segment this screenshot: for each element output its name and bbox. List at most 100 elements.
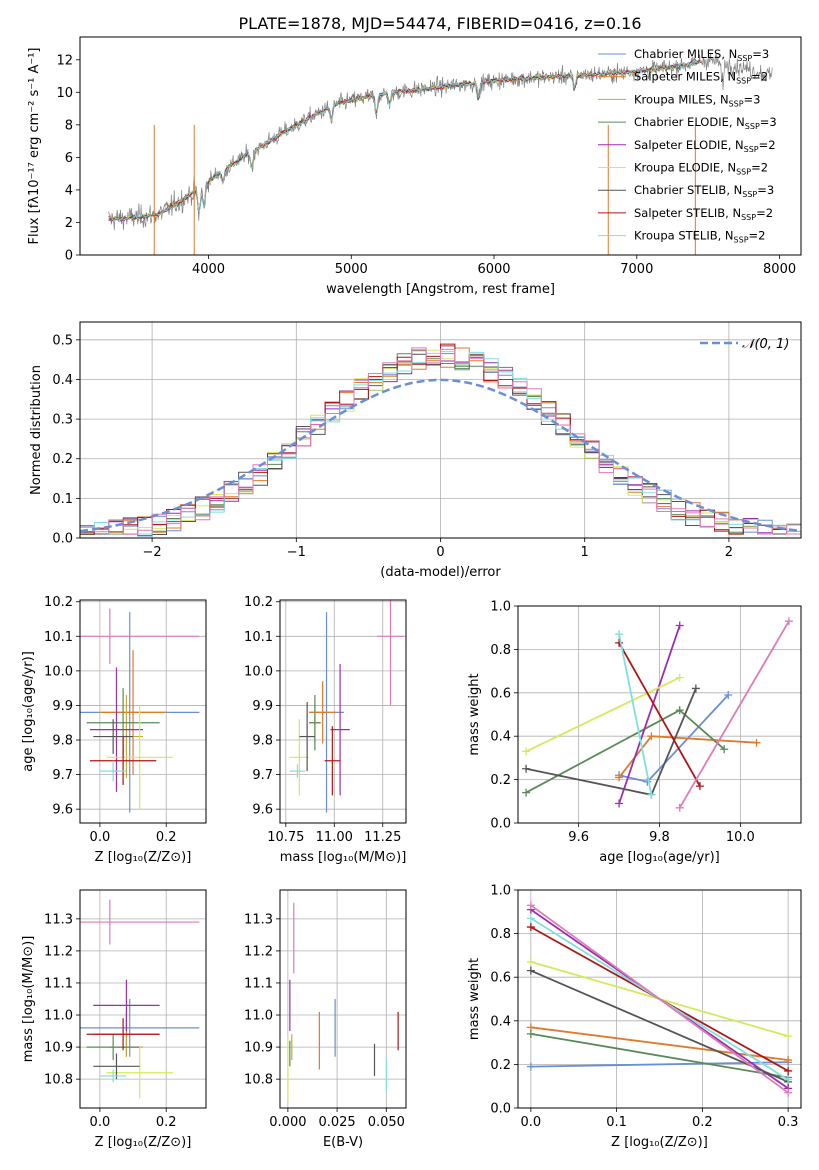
chart-massweight_vs_Z: 0.0 0.1 0.2 0.3 0.0 0.2 0.4 0.6 0.8 1.0 Z [log₁₀(Z…: [467, 884, 802, 1150]
legend-label: Chabrier STELIB, NSSP=3: [634, 183, 774, 199]
x-axis-label: mass [log₁₀(M/M⊙)]: [280, 850, 407, 865]
plot-area: [287, 902, 399, 1102]
legend-label-text: Salpeter STELIB, N: [634, 206, 741, 220]
mass-weight-marker: [691, 684, 700, 693]
y-tick-label: 9.7: [252, 768, 273, 783]
y-tick-label: 0.4: [490, 730, 511, 745]
y-tick-label: 11.0: [44, 1009, 73, 1024]
mass-weight-line: [618, 642, 701, 787]
mass-weight-marker: [675, 621, 684, 630]
legend-label-sub: SSP: [729, 99, 744, 108]
legend-label-sub: SSP: [734, 236, 749, 245]
plot-area: [80, 608, 200, 813]
legend-label-suffix: =3: [744, 92, 761, 106]
mass-weight-marker: [526, 957, 535, 966]
x-tick-label: −2: [143, 545, 162, 560]
y-tick-label: 0: [65, 249, 73, 264]
mass-weight-marker: [615, 773, 624, 782]
y-tick-label: 9.8: [52, 734, 73, 749]
y-tick-label: 0.2: [490, 773, 511, 788]
y-axis-label: mass [log₁₀(M/M⊙)]: [21, 936, 36, 1063]
y-tick-label: 0.3: [52, 413, 73, 428]
legend-label-text: Kroupa ELODIE, N: [634, 161, 736, 175]
y-tick-label: 10.8: [44, 1073, 73, 1088]
x-axis-label: age [log₁₀(age/yr)]: [599, 850, 720, 865]
legend-label-suffix: =3: [760, 115, 777, 129]
y-tick-label: 9.8: [252, 734, 273, 749]
y-tick-label: 11.1: [244, 976, 273, 991]
x-tick-label: 0.025: [318, 1115, 355, 1130]
y-tick-label: 9.6: [252, 803, 273, 818]
mass-weight-marker: [675, 673, 684, 682]
mass-weight-line: [678, 620, 790, 809]
chart-residuals: −2 −1 0 1 2 0.0 0.1 0.2 0.3 0.4 0.5 (data-model)/er…: [29, 321, 802, 580]
y-tick-label: 11.1: [44, 976, 73, 991]
mass-weight-marker: [724, 690, 733, 699]
chart-age_vs_mass: 10.75 11.00 11.25 9.6 9.7 9.8 9.9 10.0 10.1 10.2 m…: [244, 595, 407, 865]
legend-label-sub: SSP: [745, 122, 760, 131]
plot-area: [80, 899, 200, 1099]
legend-label-suffix: =3: [752, 47, 769, 61]
y-tick-label: 10.0: [244, 664, 273, 679]
y-tick-label: 9.9: [52, 699, 73, 714]
x-tick-label: 9.8: [649, 830, 670, 845]
y-tick-label: 0.0: [490, 817, 511, 832]
y-tick-label: 0.5: [52, 333, 73, 348]
x-tick-label: 9.6: [568, 830, 589, 845]
x-tick-label: 0.2: [156, 830, 177, 845]
x-tick-label: 0.0: [90, 1115, 111, 1130]
mass-weight-marker: [526, 901, 535, 910]
mass-weight-line: [530, 904, 789, 1094]
histogram-step: [80, 347, 801, 535]
y-tick-label: 10.9: [44, 1041, 73, 1056]
legend-label-text: Salpeter MILES, N: [634, 70, 736, 84]
x-tick-label: 6000: [477, 262, 510, 277]
legend-label-text: Chabrier STELIB, N: [634, 183, 742, 197]
x-axis-label: wavelength [Angstrom, rest frame]: [326, 282, 555, 297]
legend-label-text: Chabrier ELODIE, N: [634, 115, 745, 129]
y-tick-label: 0.0: [490, 1102, 511, 1117]
y-tick-label: 8: [65, 118, 73, 133]
mass-weight-marker: [522, 764, 531, 773]
mass-weight-marker: [675, 803, 684, 812]
x-tick-label: 11.25: [364, 830, 401, 845]
figure-title: PLATE=1878, MJD=54474, FIBERID=0416, z=0…: [238, 14, 641, 33]
mass-weight-marker: [675, 706, 684, 715]
plot-area: [80, 343, 801, 537]
legend-label-suffix: =2: [751, 161, 768, 175]
mass-weight-marker: [784, 617, 793, 626]
legend-label-suffix: =2: [759, 138, 776, 152]
normal-reference-curve: [80, 378, 801, 533]
chart-spectrum: 4000 5000 6000 7000 8000 0 2 4 6 8 10 12 wavelength …: [27, 36, 802, 297]
legend-label: Chabrier ELODIE, NSSP=3: [634, 115, 777, 131]
y-tick-label: 0.1: [52, 492, 73, 507]
y-axis-label: mass weight: [467, 958, 482, 1040]
y-tick-label: 1.0: [490, 884, 511, 899]
y-axis-label: Normed distribution: [29, 365, 44, 495]
y-tick-label: 2: [65, 216, 73, 231]
y-tick-label: 4: [65, 183, 73, 198]
y-tick-label: 6: [65, 151, 73, 166]
mass-weight-line: [530, 1026, 789, 1061]
y-tick-label: 1.0: [490, 600, 511, 615]
legend-label-sub: SSP: [741, 213, 756, 222]
mass-weight-marker: [647, 790, 656, 799]
x-tick-label: 2: [725, 545, 733, 560]
mass-weight-marker: [526, 1062, 535, 1071]
mass-weight-line: [530, 969, 789, 1083]
mass-weight-marker: [752, 738, 761, 747]
legend-label: Salpeter MILES, NSSP=2: [634, 70, 768, 86]
mass-weight-line: [525, 709, 725, 794]
legend-label-suffix: =2: [751, 70, 768, 84]
x-tick-label: 11.00: [316, 830, 353, 845]
y-tick-label: 10.2: [44, 595, 73, 610]
mass-weight-marker: [526, 1029, 535, 1038]
chart-mass_vs_ebv: 0.000 0.025 0.050 10.8 10.9 11.0 11.1 11.2 11.3 E…: [244, 889, 407, 1150]
x-axis-label: Z [log₁₀(Z/Z⊙)]: [611, 1135, 708, 1150]
legend-label-text: Kroupa MILES, N: [634, 92, 729, 106]
legend-label-text: Chabrier MILES, N: [634, 47, 737, 61]
mass-weight-marker: [784, 1066, 793, 1075]
y-tick-label: 10.9: [244, 1041, 273, 1056]
y-axis-label: age [log₁₀(age/yr)]: [21, 651, 36, 772]
